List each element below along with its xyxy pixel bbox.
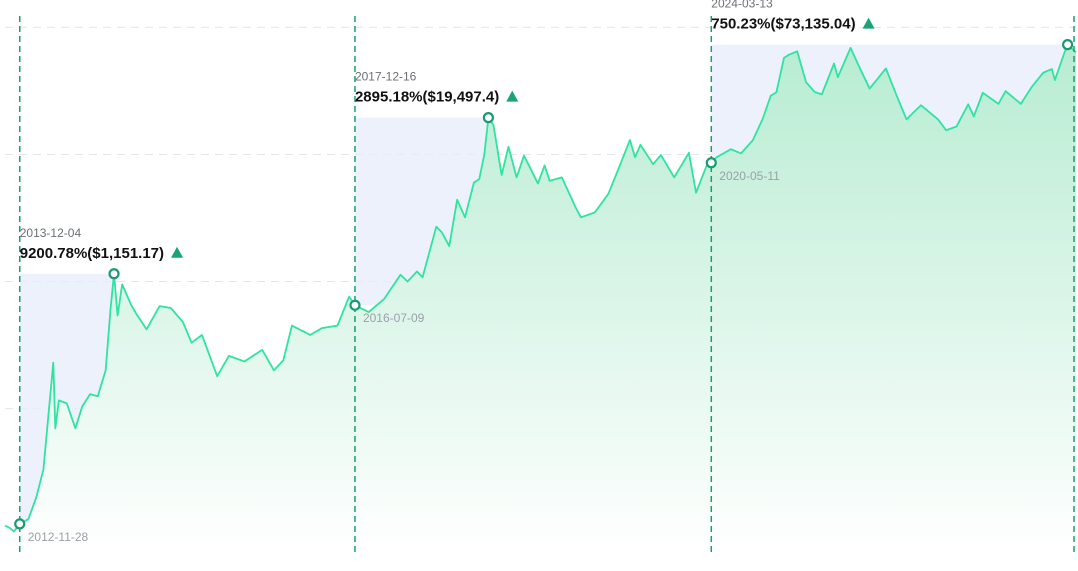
cycle-gain-label: 750.23%($73,135.04) xyxy=(711,16,855,33)
cycle-low-date: 2012-11-28 xyxy=(28,530,89,544)
cycle-low-marker xyxy=(349,299,361,311)
cycle-peak-marker xyxy=(1062,39,1074,51)
cycle-labels: 2012-11-28 2013-12-04 9200.78%($1,151.17) 2… xyxy=(20,0,875,544)
cycle-gain-label: 2895.18%($19,497.4) xyxy=(355,89,499,106)
up-arrow-icon xyxy=(506,90,519,102)
cycle-peak-marker xyxy=(108,268,120,280)
cycle-peak-date: 2017-12-16 xyxy=(355,70,417,84)
cycle-low-date: 2020-05-11 xyxy=(719,169,780,183)
cycle-low-date: 2016-07-09 xyxy=(363,311,425,325)
cycle-markers xyxy=(14,39,1074,530)
up-arrow-icon xyxy=(171,246,184,258)
cycle-peak-marker xyxy=(482,112,494,124)
cycle-low-marker xyxy=(14,518,26,530)
cycle-peak-date: 2013-12-04 xyxy=(20,226,82,240)
cycle-low-marker xyxy=(705,157,717,169)
cycle-peak-date: 2024-03-13 xyxy=(711,0,773,11)
price-area xyxy=(5,44,1076,553)
price-line xyxy=(4,43,1077,533)
up-arrow-icon xyxy=(862,17,875,29)
cycle-gain-label: 9200.78%($1,151.17) xyxy=(20,245,164,262)
